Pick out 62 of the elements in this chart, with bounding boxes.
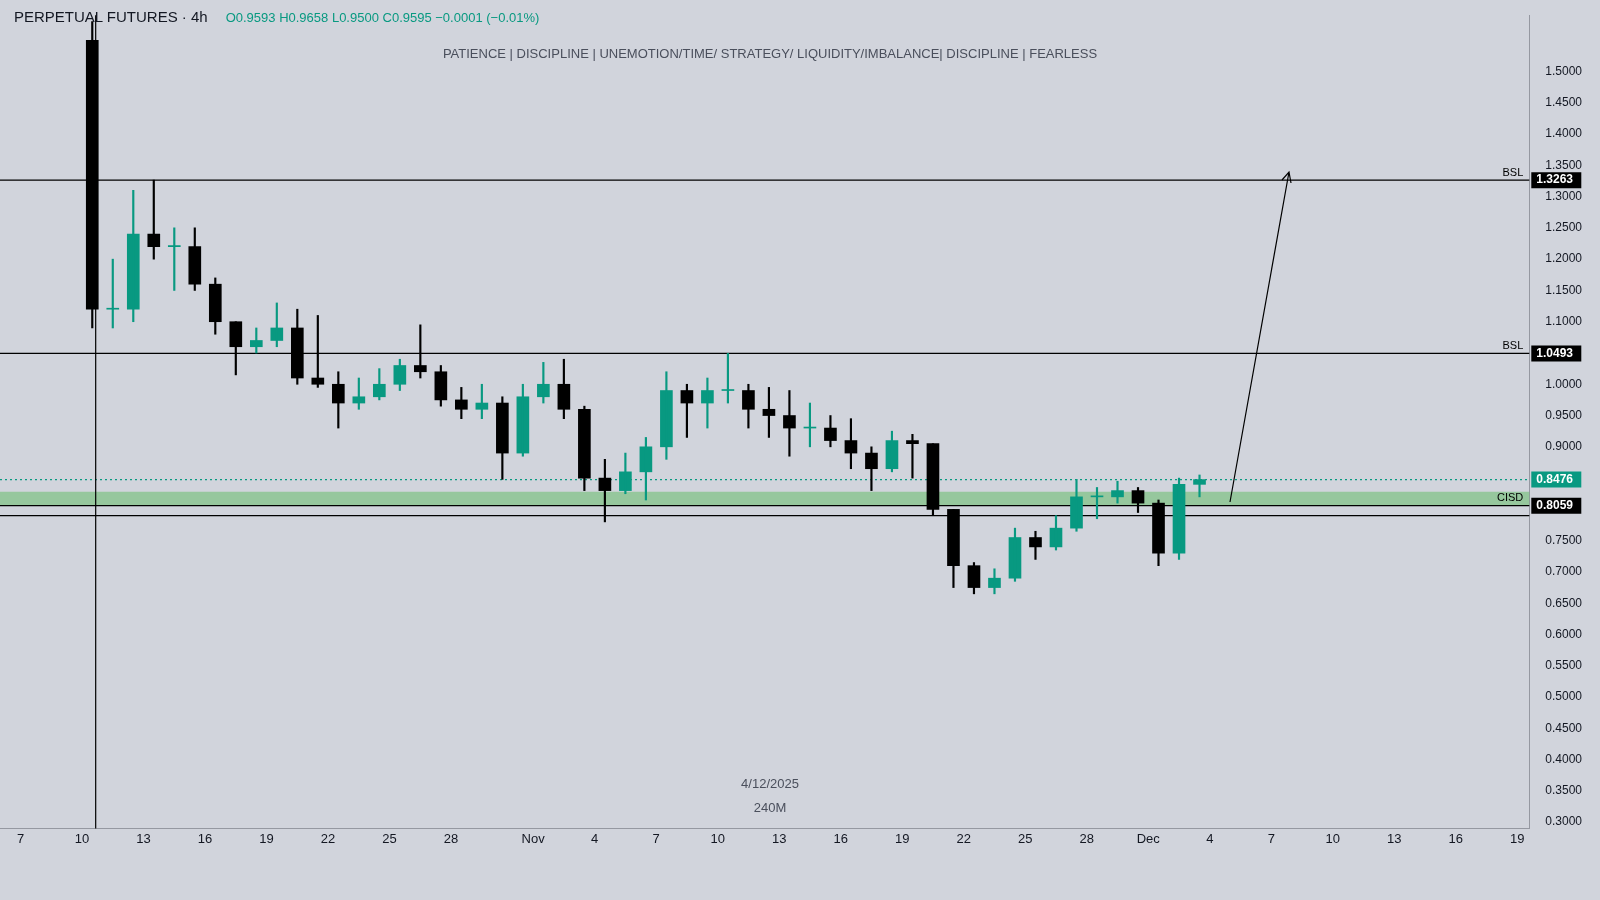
annotation: 240M <box>752 799 788 817</box>
ref-line-label: CISD <box>1497 491 1524 504</box>
y-tick-label: 0.7000 <box>1545 564 1583 579</box>
x-tick-label: 28 <box>1079 830 1094 846</box>
text: PATIENCE | DISCIPLINE | UNEMOTION/TIME/ STRATEGY/ LIQUIDITY/IMBALANCE| DISCIPLINE | FEARLESS <box>441 46 1099 61</box>
x-tick-label: 16 <box>1448 830 1464 846</box>
x-tick-label: 19 <box>894 830 910 846</box>
y-tick-label: 0.3500 <box>1545 783 1583 798</box>
y-tick-label: 0.9500 <box>1545 407 1583 422</box>
x-tick-label: 13 <box>136 830 151 846</box>
x-tick-label: 28 <box>443 830 459 846</box>
y-tick-label: 0.3000 <box>1545 814 1583 829</box>
x-tick-label: 16 <box>833 830 848 846</box>
y-tick-label: 1.3000 <box>1545 188 1583 203</box>
x-tick-label: 10 <box>1325 830 1341 846</box>
x-tick-label: Nov <box>521 830 546 846</box>
candlestick <box>721 353 735 404</box>
ref-line-label: BSL <box>1502 165 1524 178</box>
y-tick-label: 0.9000 <box>1545 439 1583 454</box>
y-tick-label: 1.2500 <box>1545 220 1583 235</box>
x-tick-label: 7 <box>1267 830 1275 846</box>
x-tick-label: 19 <box>1510 830 1525 846</box>
y-tick-label: 1.4500 <box>1545 95 1583 110</box>
x-tick-label: Dec <box>1136 830 1161 846</box>
y-tick-label: 0.4500 <box>1545 720 1583 735</box>
x-tick-label: 22 <box>320 830 336 846</box>
y-tick-label: 0.6000 <box>1545 626 1583 641</box>
chart-title: PERPETUAL FUTURES · 4h <box>14 8 208 25</box>
x-tick-label: 16 <box>197 830 213 846</box>
x-tick-label: 25 <box>382 830 397 846</box>
x-tick-label: 19 <box>259 830 274 846</box>
y-tick-label: 1.3500 <box>1545 157 1583 172</box>
y-tick-label: 0.7500 <box>1545 532 1583 547</box>
y-tick-label: 1.4000 <box>1545 126 1583 141</box>
text: 1.3263 <box>1536 172 1574 187</box>
y-tick-label: 1.1000 <box>1545 314 1583 329</box>
text: 1.0493 <box>1536 345 1574 360</box>
ref-line-label: BSL <box>1502 338 1524 351</box>
text: 0.8059 <box>1536 498 1574 512</box>
x-tick-label: 22 <box>956 830 971 846</box>
y-tick-label: 1.1500 <box>1545 282 1583 297</box>
x-tick-label: 25 <box>1017 830 1033 846</box>
y-tick-label: 1.0000 <box>1545 376 1583 391</box>
text: 0.8476 <box>1536 471 1574 486</box>
candlestick <box>167 227 181 291</box>
annotation: O0.9593 H0.9658 L0.9500 C0.9595 −0.0001 (−0.01%) <box>225 9 540 25</box>
x-tick-label: 13 <box>1387 830 1402 846</box>
candlestick <box>106 258 120 329</box>
x-tick-label: 10 <box>74 830 90 846</box>
y-tick-label: 0.5500 <box>1545 658 1583 673</box>
y-tick-label: 0.4000 <box>1545 751 1583 766</box>
y-tick-label: 0.5000 <box>1545 689 1583 704</box>
x-tick-label: 10 <box>710 830 725 846</box>
y-tick-label: 0.6500 <box>1545 595 1583 610</box>
x-tick-label: 4 <box>591 830 599 846</box>
annotation: 4/12/2025 <box>740 775 800 793</box>
x-tick-label: 7 <box>652 830 660 846</box>
x-tick-label: 13 <box>771 830 787 846</box>
x-tick-label: 4 <box>1206 830 1214 846</box>
x-tick-label: 7 <box>16 830 25 846</box>
y-tick-label: 1.2000 <box>1545 251 1583 266</box>
y-tick-label: 1.5000 <box>1545 63 1583 78</box>
